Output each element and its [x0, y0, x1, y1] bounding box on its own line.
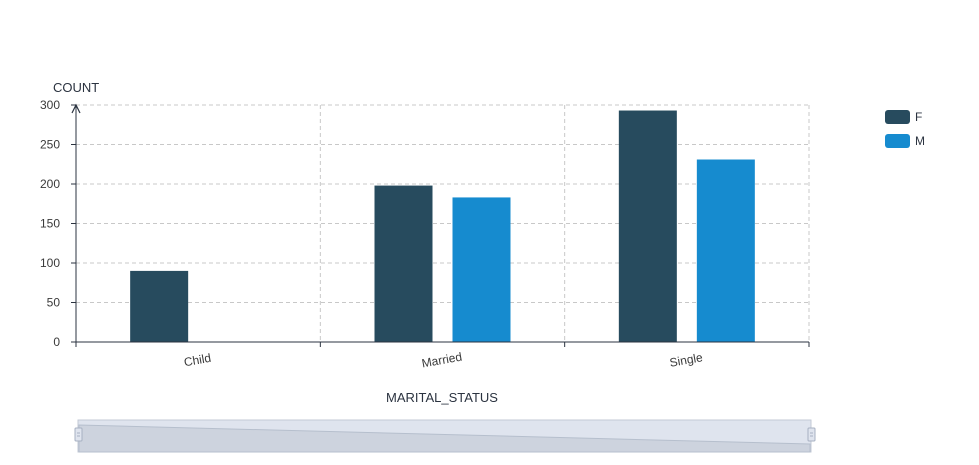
x-axis-title: MARITAL_STATUS	[386, 390, 498, 405]
legend-item-f[interactable]: F	[885, 110, 922, 124]
data-zoom-right-handle-icon[interactable]	[807, 427, 816, 442]
bars	[130, 110, 755, 342]
axes: 0 50 100 150 200 250 300 Child Married Single	[40, 98, 810, 371]
x-tick-label: Child	[183, 351, 212, 370]
y-tick-label: 50	[47, 296, 61, 310]
x-tick-label: Single	[668, 350, 704, 370]
bar-m-married[interactable]	[452, 197, 511, 342]
data-zoom-left-handle-icon[interactable]	[74, 427, 83, 442]
legend-swatch	[885, 134, 910, 148]
legend-swatch	[885, 110, 910, 124]
y-tick-label: 0	[53, 335, 60, 349]
grid	[76, 104, 810, 342]
y-tick-label: 200	[40, 177, 60, 191]
y-tick-label: 300	[40, 98, 60, 112]
x-tick-label: Married	[421, 350, 464, 371]
bar-f-single[interactable]	[618, 110, 677, 342]
data-zoom-slider[interactable]	[74, 419, 816, 453]
data-zoom-preview	[78, 424, 811, 453]
y-tick-label: 100	[40, 256, 60, 270]
bar-m-single[interactable]	[696, 159, 755, 342]
bar-f-child[interactable]	[130, 270, 189, 342]
legend-label: F	[915, 110, 922, 124]
legend-label: M	[915, 134, 925, 148]
y-tick-label: 150	[40, 217, 60, 231]
y-axis-title: COUNT	[53, 80, 99, 95]
legend: FM	[885, 110, 925, 148]
legend-item-m[interactable]: M	[885, 134, 925, 148]
bar-f-married[interactable]	[374, 185, 433, 342]
y-tick-label: 250	[40, 138, 60, 152]
